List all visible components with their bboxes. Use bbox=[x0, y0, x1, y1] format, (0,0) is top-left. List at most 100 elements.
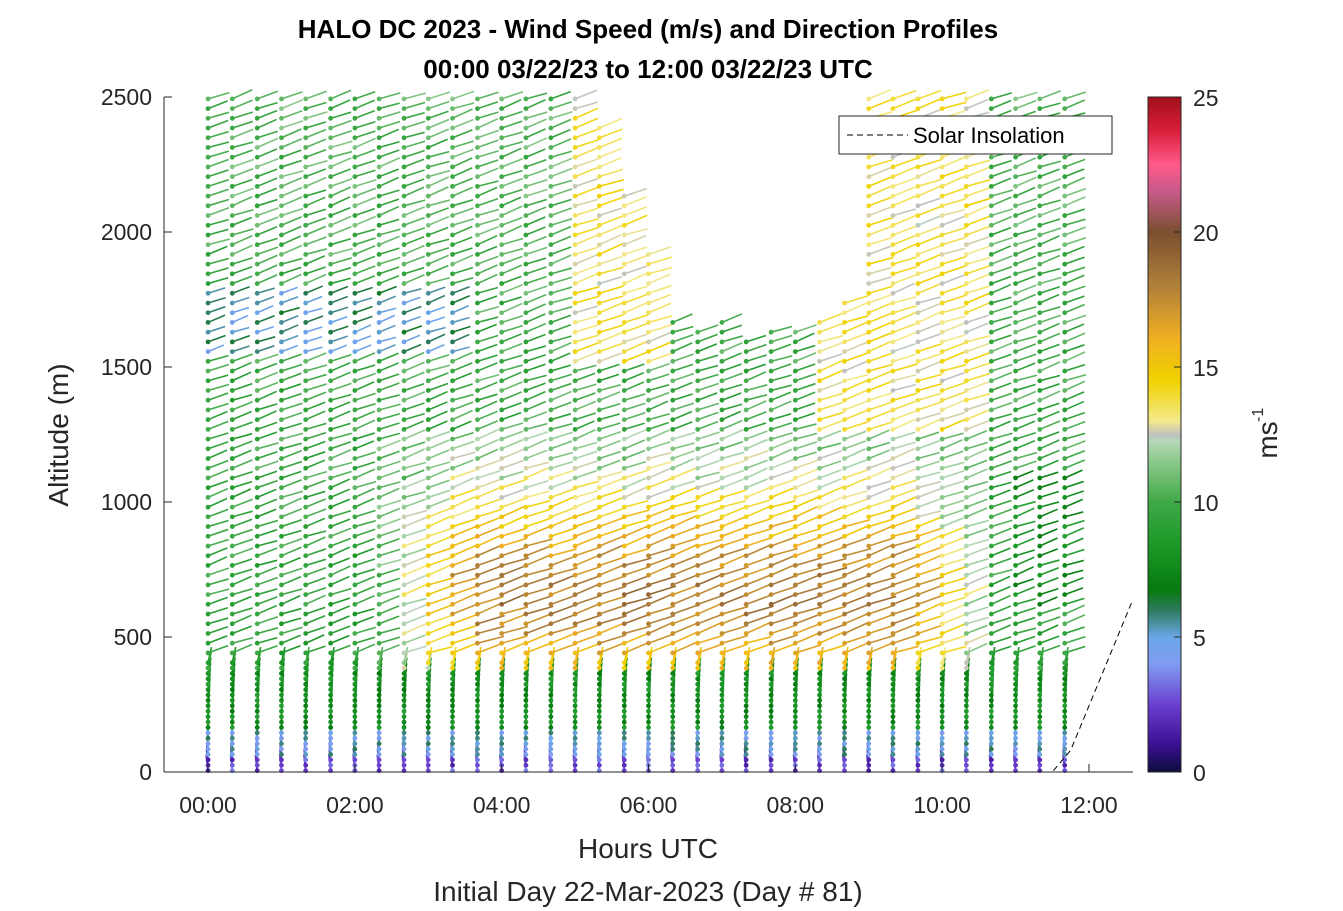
wind-barb-shaft bbox=[599, 363, 620, 372]
wind-barb-shaft bbox=[868, 166, 892, 178]
wind-barb-point bbox=[499, 719, 505, 725]
wind-barb-shaft bbox=[477, 420, 499, 431]
wind-barb-point bbox=[939, 174, 945, 180]
wind-barb-shaft bbox=[917, 535, 941, 547]
wind-barb-shaft bbox=[231, 234, 253, 246]
wind-barb-shaft bbox=[794, 332, 815, 343]
wind-barb-shaft bbox=[624, 557, 652, 567]
wind-barb-shaft bbox=[1015, 157, 1037, 168]
wind-barb-point bbox=[670, 475, 676, 481]
wind-barb-shaft bbox=[354, 187, 376, 197]
wind-barb-shaft bbox=[231, 187, 254, 197]
wind-barb-point bbox=[376, 495, 382, 500]
wind-barb-point bbox=[279, 242, 284, 248]
wind-barb-point bbox=[254, 252, 260, 257]
wind-barb-point bbox=[352, 407, 358, 413]
wind-barb-point bbox=[1037, 676, 1043, 682]
wind-barb-shaft bbox=[1015, 374, 1038, 382]
wind-barb-point bbox=[596, 495, 602, 500]
wind-barb-shaft bbox=[1015, 335, 1037, 343]
wind-barb-shaft bbox=[991, 413, 1012, 421]
wind-barb-shaft bbox=[354, 372, 376, 382]
wind-barb-shaft bbox=[477, 186, 498, 197]
wind-barb-shaft bbox=[403, 351, 425, 363]
wind-barb-point bbox=[475, 592, 480, 598]
wind-barb-point bbox=[205, 252, 211, 257]
wind-barb-point bbox=[621, 252, 627, 257]
wind-barb-point bbox=[328, 692, 334, 698]
wind-barb-point bbox=[205, 687, 211, 693]
wind-barb-point bbox=[254, 358, 260, 364]
wind-barb-point bbox=[523, 213, 529, 218]
wind-barb-point bbox=[646, 417, 651, 423]
wind-barb-shaft bbox=[1015, 578, 1034, 586]
wind-barb-shaft bbox=[525, 490, 550, 499]
wind-barb-point bbox=[646, 485, 651, 491]
wind-barb-point bbox=[890, 572, 896, 578]
wind-barb-point bbox=[205, 660, 211, 666]
wind-barb-point bbox=[939, 397, 945, 403]
wind-barb-shaft bbox=[1015, 606, 1036, 615]
wind-barb-point bbox=[229, 125, 235, 131]
wind-barb-shaft bbox=[599, 615, 627, 625]
wind-barb-point bbox=[450, 203, 455, 209]
wind-barb-shaft bbox=[525, 390, 546, 401]
wind-barb-shaft bbox=[672, 410, 693, 421]
wind-barb-point bbox=[254, 281, 260, 286]
wind-barb-point bbox=[988, 232, 994, 238]
wind-barb-point bbox=[475, 665, 480, 671]
wind-barb-point bbox=[328, 300, 334, 306]
wind-barb-point bbox=[743, 582, 749, 588]
wind-barb-point bbox=[817, 752, 822, 757]
wind-barb-shaft bbox=[574, 158, 598, 168]
wind-barb-shaft bbox=[966, 488, 989, 499]
wind-barb-point bbox=[254, 485, 260, 491]
wind-barb-point bbox=[963, 465, 969, 471]
wind-barb-shaft bbox=[378, 205, 400, 217]
wind-barb-shaft bbox=[477, 295, 498, 304]
wind-barb-point bbox=[450, 703, 455, 709]
wind-barb-point bbox=[229, 719, 235, 725]
wind-barb-point bbox=[572, 300, 578, 306]
wind-barb-shaft bbox=[281, 315, 299, 324]
wind-barb-shaft bbox=[354, 607, 375, 615]
wind-barb-point bbox=[792, 582, 798, 588]
wind-barb-shaft bbox=[231, 614, 252, 625]
wind-barb-shaft bbox=[745, 605, 774, 615]
wind-barb-point bbox=[890, 232, 896, 238]
wind-barb-shaft bbox=[599, 266, 624, 275]
wind-barb-point bbox=[596, 135, 602, 141]
wind-barb-point bbox=[939, 746, 945, 752]
wind-barb-point bbox=[352, 242, 358, 248]
wind-barb-shaft bbox=[1015, 353, 1037, 363]
wind-barb-point bbox=[939, 735, 945, 741]
wind-barb-point bbox=[743, 665, 749, 671]
wind-barb-shaft bbox=[672, 603, 700, 615]
wind-barb-point bbox=[254, 145, 260, 150]
wind-barb-shaft bbox=[745, 459, 768, 470]
wind-barb-shaft bbox=[232, 228, 254, 236]
wind-barb-point bbox=[915, 349, 921, 355]
wind-barb-point bbox=[572, 358, 578, 364]
wind-barb-point bbox=[743, 714, 749, 720]
wind-barb-point bbox=[1013, 106, 1018, 112]
wind-barb-shaft bbox=[378, 507, 401, 518]
wind-barb-point bbox=[376, 543, 382, 549]
wind-barb-point bbox=[646, 708, 651, 714]
wind-barb-shaft bbox=[599, 295, 624, 304]
wind-barb-point bbox=[303, 687, 309, 693]
wind-barb-shaft bbox=[721, 489, 747, 499]
wind-barb-shaft bbox=[501, 264, 523, 275]
wind-barb-shaft bbox=[525, 92, 548, 100]
wind-barb-shaft bbox=[624, 246, 648, 256]
wind-barb-shaft bbox=[574, 535, 600, 547]
wind-barb-shaft bbox=[623, 641, 650, 654]
wind-barb-point bbox=[915, 543, 921, 549]
wind-barb-point bbox=[792, 631, 798, 636]
wind-barb-shaft bbox=[844, 314, 869, 324]
wind-barb-shaft bbox=[941, 536, 966, 547]
wind-barb-shaft bbox=[403, 564, 427, 576]
wind-barb-shaft bbox=[648, 614, 676, 625]
wind-barb-point bbox=[988, 741, 994, 747]
wind-barb-shaft bbox=[795, 451, 817, 460]
